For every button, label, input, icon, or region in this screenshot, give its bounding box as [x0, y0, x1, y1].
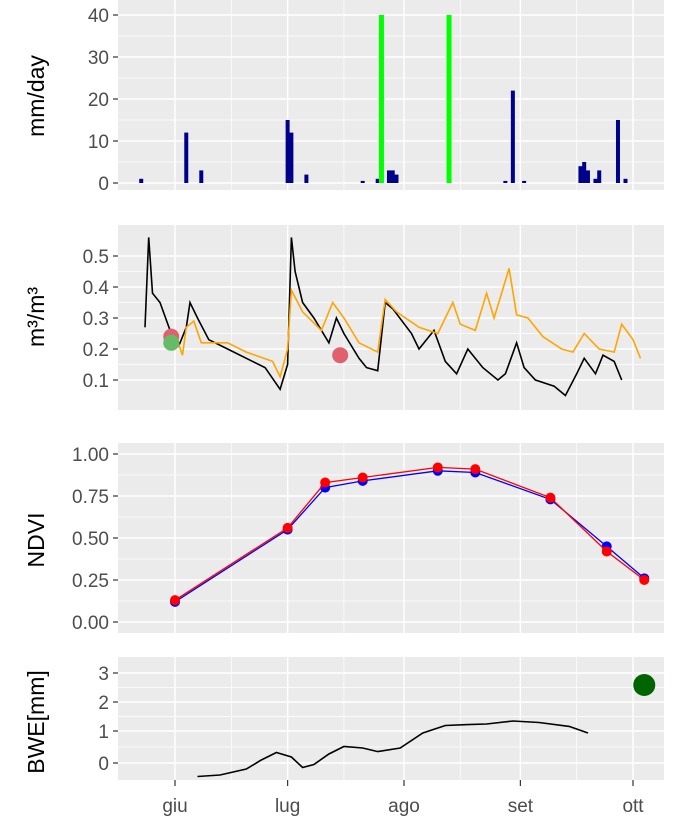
panel-soil-moisture-grid: [118, 225, 664, 410]
panel-soil-moisture-yticks: 0.1 0.2 0.3 0.4 0.5: [83, 247, 118, 392]
panel-precip-marks: [139, 15, 628, 183]
panel-bwe-marks: [197, 674, 656, 778]
panel-ndvi: 0.00 0.25 0.50 0.75 1.00 NDVI: [23, 443, 664, 634]
series-line: [144, 237, 623, 397]
bar: [582, 162, 587, 183]
x-tick-label: giu: [162, 796, 187, 817]
y-tick-label: 0.5: [83, 247, 109, 268]
panel-bwe-yticks: 0 1 2 3: [98, 664, 118, 775]
y-tick-label: 0.75: [72, 487, 109, 508]
y-tick-label: 0.25: [72, 571, 109, 592]
bar: [585, 170, 590, 183]
panel-bwe: 0 1 2 3 BWE[mm]: [23, 657, 664, 780]
x-tick-label: ott: [622, 796, 644, 817]
panel-bwe-grid: [118, 657, 664, 780]
y-tick-label: 30: [88, 48, 109, 69]
bar: [199, 170, 204, 183]
bar: [289, 132, 294, 183]
bar: [378, 15, 384, 183]
bar: [503, 180, 508, 183]
bar: [360, 180, 365, 183]
data-point: [601, 546, 612, 557]
y-tick-label: 20: [88, 90, 109, 111]
y-tick-label: 1: [98, 722, 109, 743]
panel-ndvi-grid: [118, 443, 664, 633]
panel-precip: 0 10 20 30 40 mm/day: [23, 0, 664, 195]
bar: [139, 178, 144, 183]
data-point: [639, 575, 650, 585]
y-tick-label: 3: [98, 664, 109, 685]
y-tick-label: 2: [98, 693, 109, 714]
data-point: [163, 334, 180, 351]
bar: [390, 170, 395, 183]
y-tick-label: 0.1: [83, 371, 109, 392]
data-point: [320, 477, 331, 488]
y-tick-label: 0: [98, 754, 109, 775]
data-point: [432, 462, 443, 473]
data-point: [633, 674, 656, 696]
panel-bwe-background: [118, 657, 664, 780]
panel-ndvi-yticks: 0.00 0.25 0.50 0.75 1.00: [72, 445, 118, 634]
y-tick-label: 40: [88, 6, 109, 27]
x-tick-label: lug: [275, 796, 300, 817]
panel-soil-moisture-ylabel: m³/m³: [23, 287, 49, 347]
x-tick-label: ago: [388, 796, 420, 817]
y-tick-label: 0.50: [72, 529, 109, 550]
x-tick-label: set: [508, 796, 534, 817]
data-point: [357, 472, 368, 483]
bar: [304, 174, 309, 183]
bar: [597, 170, 602, 183]
y-tick-label: 0: [98, 174, 109, 195]
data-point: [282, 522, 293, 533]
panel-soil-moisture-marks: [144, 237, 642, 397]
bar: [522, 180, 527, 183]
panel-bwe-ylabel: BWE[mm]: [23, 670, 49, 774]
series-line: [197, 720, 589, 778]
bar: [578, 166, 583, 183]
x-axis: giu lug ago set ott: [162, 780, 644, 817]
panel-soil-moisture: 0.1 0.2 0.3 0.4 0.5 m³/m³: [23, 225, 664, 410]
y-tick-label: 0.3: [83, 309, 109, 330]
panel-precip-background: [118, 0, 664, 190]
panel-precip-yticks: 0 10 20 30 40: [88, 6, 118, 195]
y-tick-label: 0.2: [83, 340, 109, 361]
bar: [593, 178, 598, 183]
bar: [184, 132, 189, 183]
panel-precip-ylabel: mm/day: [23, 55, 49, 137]
panel-ndvi-marks: [170, 462, 650, 607]
y-tick-label: 1.00: [72, 445, 109, 466]
bar: [386, 170, 391, 183]
data-point: [170, 595, 180, 606]
bar: [285, 120, 290, 183]
panel-ndvi-ylabel: NDVI: [23, 513, 49, 568]
bar: [394, 174, 399, 183]
bar: [615, 120, 620, 183]
y-tick-label: 0.4: [83, 278, 110, 299]
data-point: [470, 464, 481, 475]
data-point: [545, 492, 556, 503]
y-tick-label: 10: [88, 132, 109, 153]
y-tick-label: 0.00: [72, 613, 109, 634]
bar: [446, 15, 452, 183]
bar: [510, 90, 515, 183]
bar: [623, 178, 628, 183]
series-line: [174, 268, 642, 380]
data-point: [332, 347, 349, 364]
bar: [375, 178, 380, 183]
